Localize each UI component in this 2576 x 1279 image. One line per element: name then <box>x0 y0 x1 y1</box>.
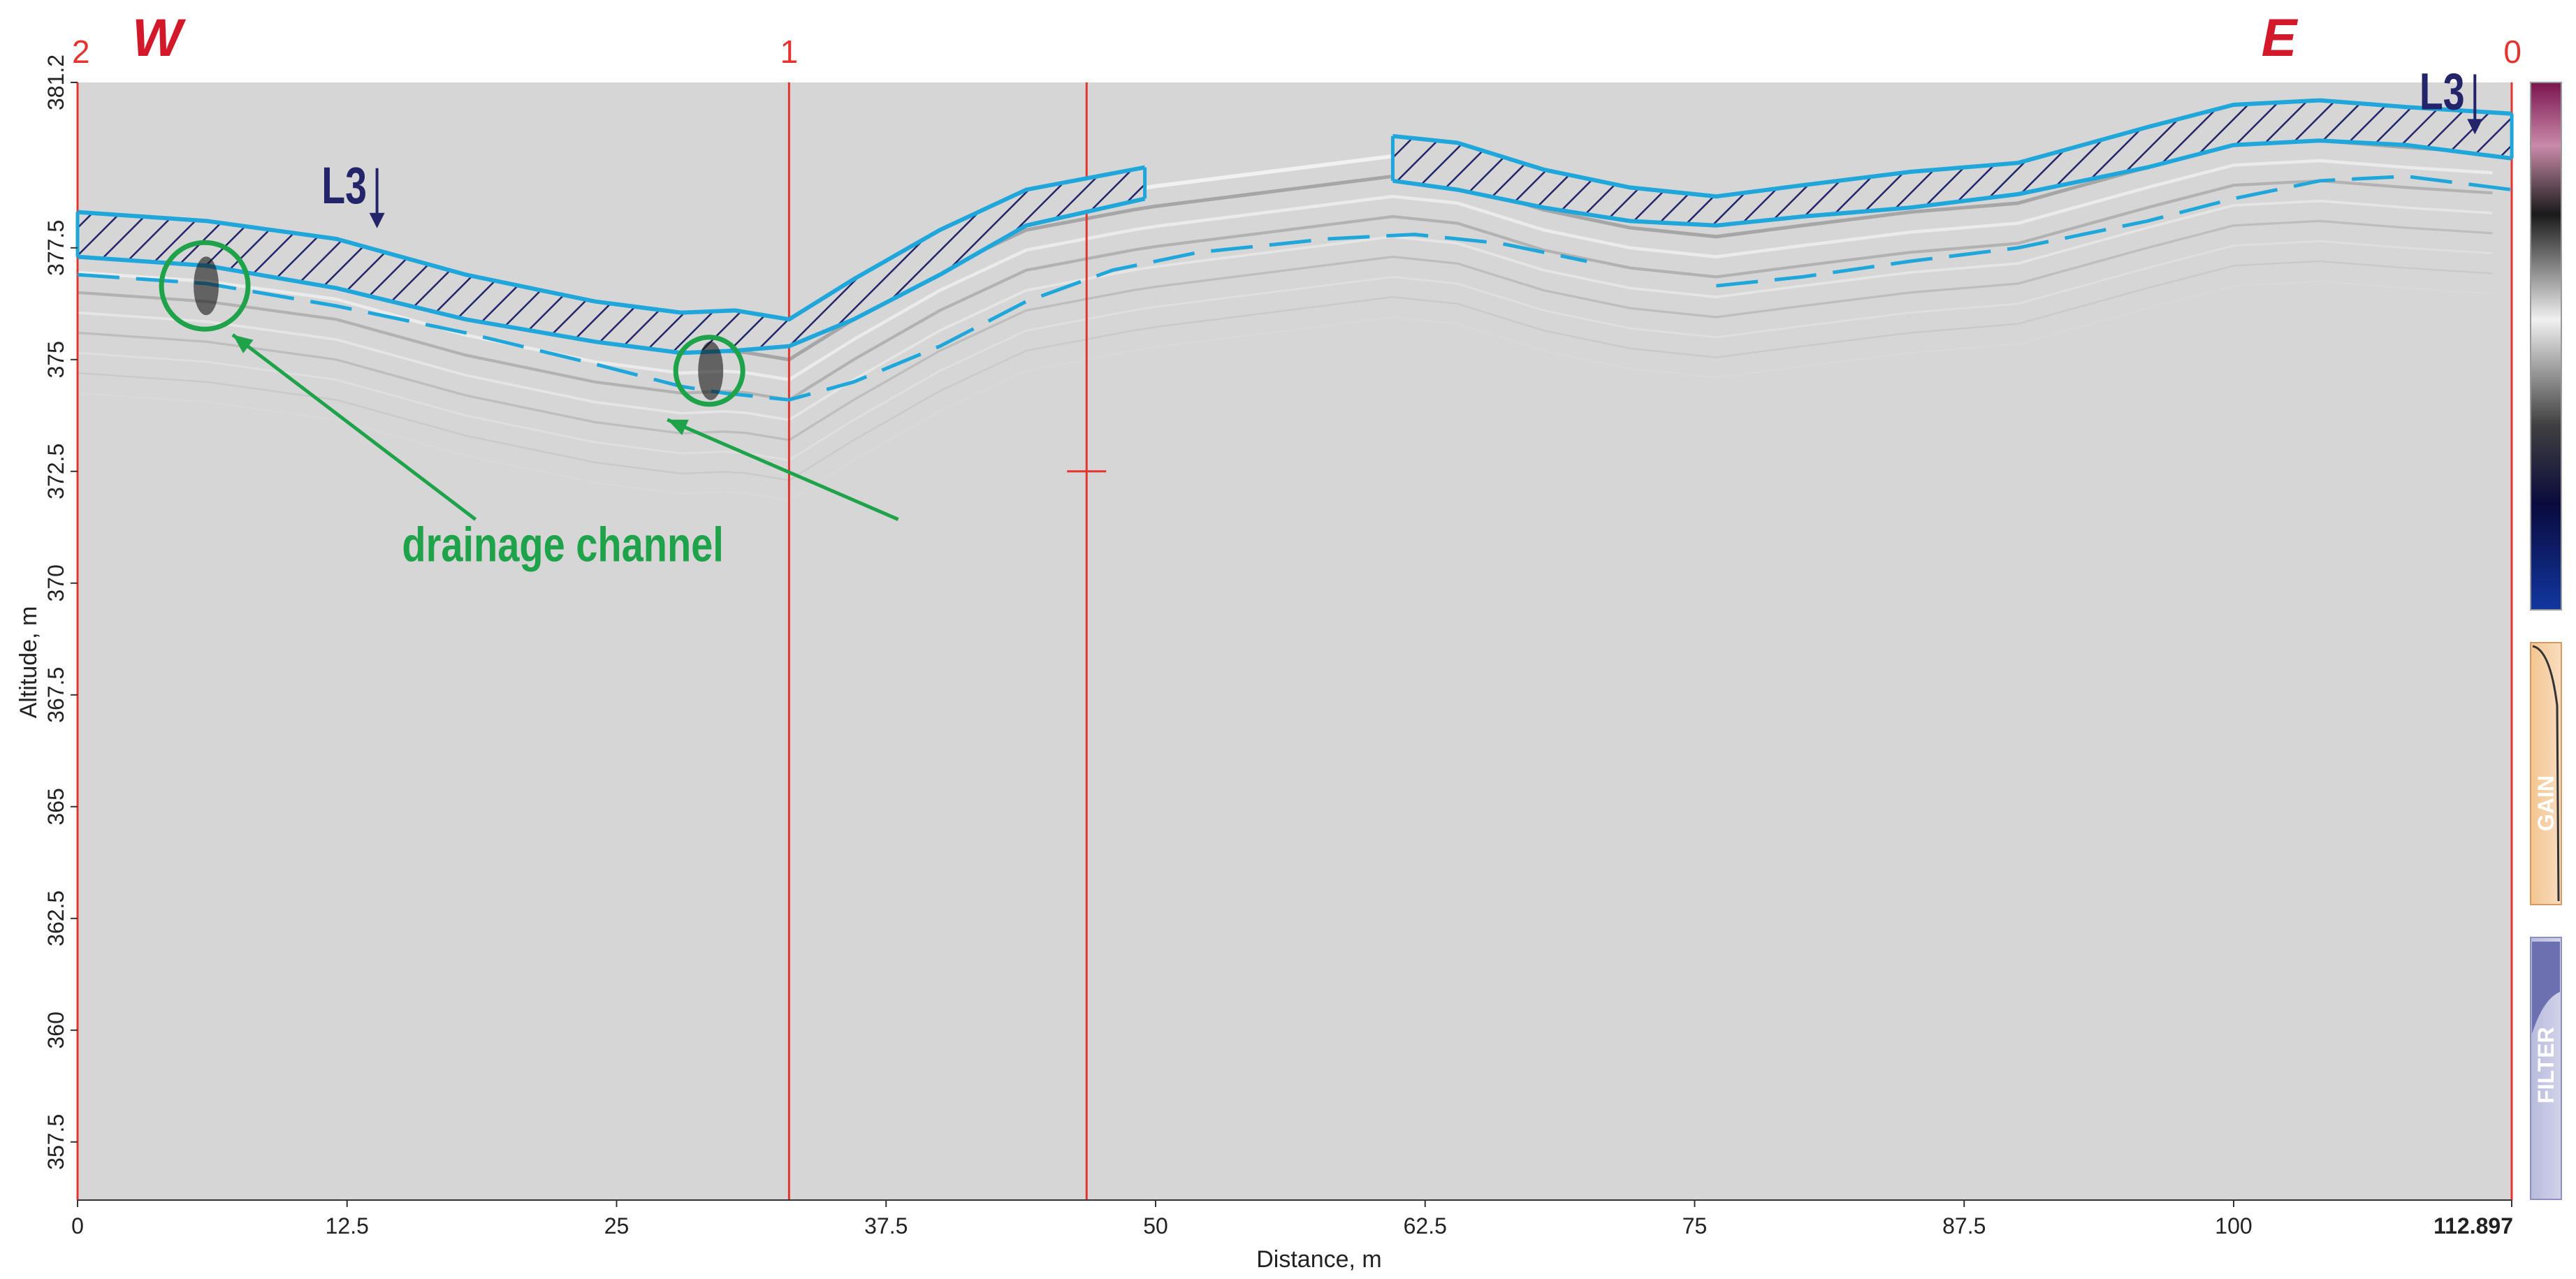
reflection-trace <box>77 280 2493 502</box>
filter-panel-label: FILTER <box>2533 1027 2559 1104</box>
x-tick-label: 25 <box>604 1213 630 1238</box>
layer-label: L3 <box>321 156 367 214</box>
y-tick-label: 370 <box>43 564 68 601</box>
y-tick-label: 360 <box>43 1011 68 1048</box>
channel-reflection <box>698 341 724 400</box>
filter-shape <box>2532 942 2560 1034</box>
marker-label-2: 2 <box>72 34 90 70</box>
y-tick-label: 367.5 <box>43 667 68 723</box>
dashed-boundary-line <box>77 233 1587 402</box>
surface-line <box>1392 98 2512 199</box>
reflection-trace <box>77 159 2493 382</box>
filter-panel[interactable]: FILTER <box>2530 937 2562 1200</box>
layer-arrow-head <box>369 212 385 228</box>
channel-arrow-head <box>233 335 254 353</box>
reflection-trace <box>77 219 2493 441</box>
gain-panel[interactable]: GAIN <box>2530 642 2562 905</box>
plot-area <box>78 82 2512 1200</box>
drainage-channels <box>159 240 899 521</box>
x-tick-label: 112.897 <box>2433 1213 2513 1238</box>
y-tick-label: 372.5 <box>43 444 68 499</box>
layer-hatch <box>1392 100 2512 226</box>
x-tick-label: 50 <box>1143 1213 1168 1238</box>
amplitude-palette[interactable] <box>2530 82 2562 611</box>
reflection-trace <box>77 199 2493 422</box>
x-tick-label: 100 <box>2215 1213 2252 1238</box>
y-tick-label: 381.2 <box>43 54 68 110</box>
x-tick-label: 62.5 <box>1404 1213 1447 1238</box>
reflection-trace <box>77 179 2493 402</box>
drainage-label: drainage channel <box>402 518 723 572</box>
layer-arrow-head <box>2467 119 2483 135</box>
direction-west: W <box>132 8 187 68</box>
channel-arrow <box>231 333 477 521</box>
dashed-boundary-line <box>1716 174 2512 288</box>
reflection-trace <box>77 260 2493 481</box>
reflection-trace <box>77 240 2493 462</box>
y-tick-label: 362.5 <box>43 891 68 947</box>
y-tick-label: 377.5 <box>43 220 68 276</box>
direction-east: E <box>2262 8 2299 68</box>
annotations: drainage channel <box>402 518 723 572</box>
layer-label: L3 <box>2419 63 2465 121</box>
profile-markers: 2 1 0 W E <box>72 8 2522 1200</box>
channel-circle <box>673 335 745 407</box>
x-tick-label: 0 <box>71 1213 84 1238</box>
gain-curve <box>2532 645 2560 902</box>
y-tick-label: 375 <box>43 341 68 378</box>
channel-reflection <box>194 256 219 316</box>
channel-arrow-head <box>667 419 689 435</box>
marker-label-1: 1 <box>780 34 799 70</box>
x-tick-label: 87.5 <box>1942 1213 1986 1238</box>
x-tick-label: 75 <box>1682 1213 1708 1238</box>
x-tick-label: 12.5 <box>326 1213 369 1238</box>
channel-circle <box>159 240 251 332</box>
layer-base-line <box>1392 138 2512 228</box>
axes: 0 12.5 25 37.5 50 62.5 75 87.5 100 112.897 Distanc… <box>15 54 2513 1273</box>
y-axis-title: Altitude, m <box>15 606 42 719</box>
x-tick-label: 37.5 <box>864 1213 908 1238</box>
y-tick-label: 357.5 <box>43 1114 68 1170</box>
gain-panel-label: GAIN <box>2533 775 2559 831</box>
layer-l3: L3 L3 <box>75 63 2514 356</box>
marker-label-0: 0 <box>2503 34 2522 70</box>
surface-line <box>77 165 1146 322</box>
channel-arrow <box>667 418 899 521</box>
lower-boundary <box>77 174 2512 402</box>
y-tick-label: 365 <box>43 788 68 825</box>
x-axis-title: Distance, m <box>1256 1246 1382 1273</box>
